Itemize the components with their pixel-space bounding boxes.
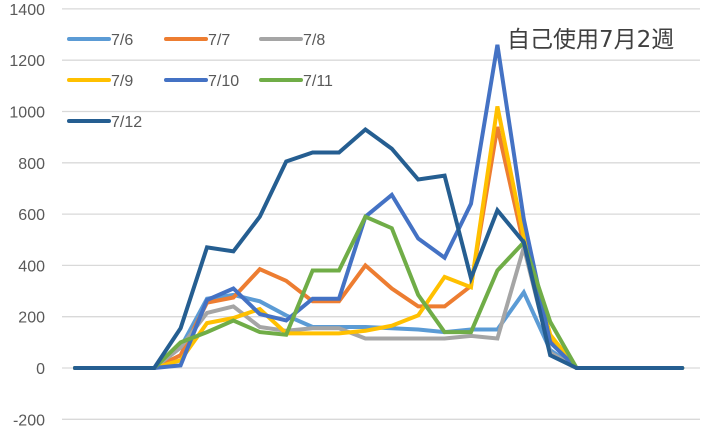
y-tick-label: 1200 [9,53,45,70]
legend-item-7-9: 7/9 [67,73,133,90]
gridlines [62,8,700,420]
legend-label: 7/8 [303,32,325,49]
series-line-7-10 [73,44,685,370]
legend-label: 7/10 [208,73,239,90]
series-line-7-11 [73,214,685,370]
legend: 7/6 7/7 7/8 7/9 7/10 7/11 7/12 [67,32,333,131]
y-tick-label: 1400 [9,2,45,19]
y-tick-label: -200 [13,412,45,427]
y-tick-label: 600 [18,207,45,224]
y-tick-label: 1000 [9,105,45,122]
series-line-7-12 [73,126,685,370]
legend-item-7-6: 7/6 [67,32,133,49]
series-line-7-9 [73,106,685,370]
legend-item-7-7: 7/7 [164,32,230,49]
legend-item-7-12: 7/12 [67,114,142,131]
y-axis-tick-labels: 1400 1200 1000 800 600 400 200 0 -200 [9,2,45,427]
legend-label: 7/9 [111,73,133,90]
chart-title: 自己使用7月2週 [507,27,674,53]
legend-label: 7/7 [208,32,230,49]
legend-item-7-11: 7/11 [259,73,333,90]
legend-label: 7/6 [111,32,133,49]
y-tick-label: 800 [18,156,45,173]
legend-label: 7/11 [303,73,333,90]
series-lines [73,44,685,370]
legend-item-7-10: 7/10 [164,73,239,90]
legend-label: 7/12 [111,114,142,131]
legend-item-7-8: 7/8 [259,32,325,49]
y-tick-label: 200 [18,310,45,327]
y-tick-label: 0 [36,361,45,378]
y-tick-label: 400 [18,258,45,275]
